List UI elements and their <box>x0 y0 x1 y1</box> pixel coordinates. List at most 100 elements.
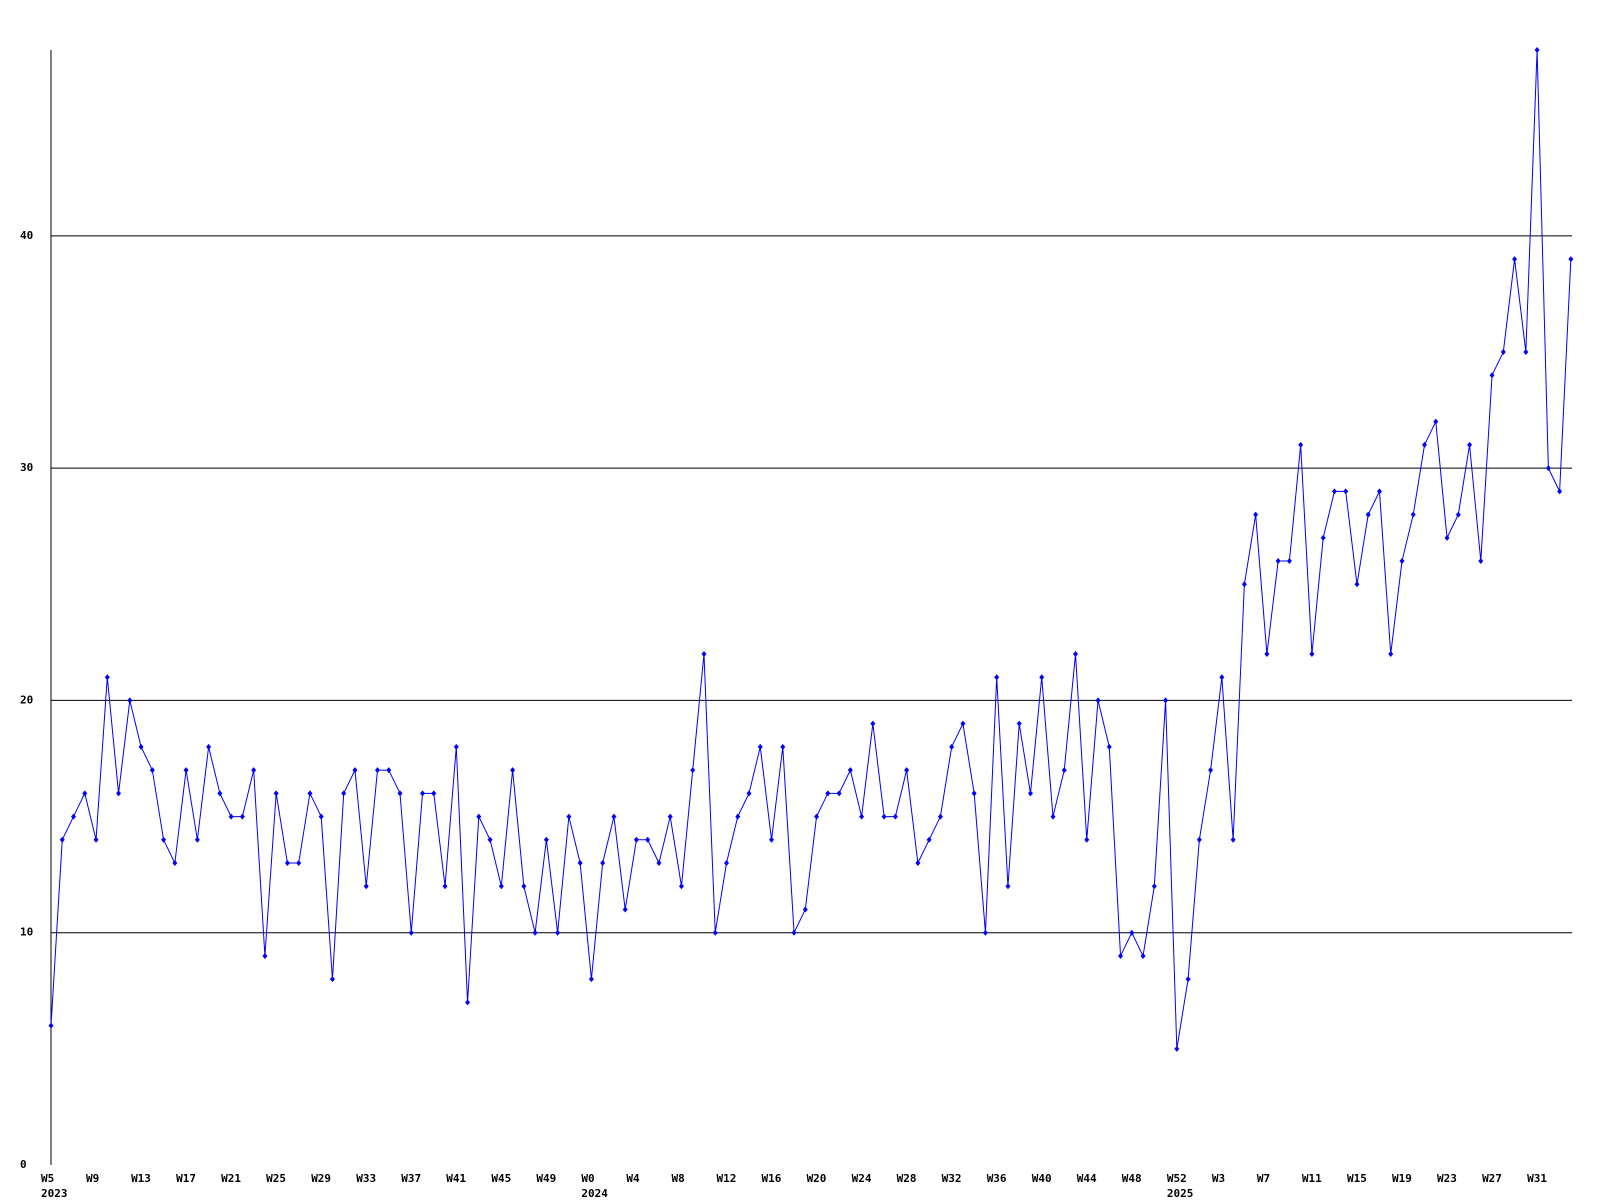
data-point <box>397 790 403 797</box>
data-point <box>1343 488 1349 495</box>
data-point <box>1095 697 1101 704</box>
data-point <box>1354 581 1360 588</box>
data-point <box>352 767 358 774</box>
data-point <box>1545 465 1551 472</box>
x-tick-label: W15 <box>1347 1172 1367 1185</box>
data-point <box>1286 558 1292 565</box>
data-point <box>735 813 741 820</box>
data-point <box>881 813 887 820</box>
data-point <box>656 860 662 867</box>
data-point <box>1455 511 1461 518</box>
data-point <box>1106 743 1112 750</box>
x-tick-label: W20 <box>807 1172 827 1185</box>
data-point <box>1118 952 1124 959</box>
x-group-label: 2023 <box>41 1187 68 1200</box>
data-point <box>1061 767 1067 774</box>
y-tick-label: 0 <box>20 1158 27 1171</box>
data-point <box>476 813 482 820</box>
data-point <box>1140 952 1146 959</box>
data-point <box>994 674 1000 681</box>
x-tick-label: W5 <box>41 1172 54 1185</box>
data-point <box>1073 650 1079 657</box>
x-group-label: 2024 <box>581 1187 608 1200</box>
data-point <box>982 929 988 936</box>
data-point <box>521 883 527 890</box>
data-point <box>161 836 167 843</box>
x-tick-label: W44 <box>1077 1172 1097 1185</box>
data-point <box>1185 976 1191 983</box>
x-tick-label: W32 <box>942 1172 962 1185</box>
data-point <box>498 883 504 890</box>
data-point <box>510 767 516 774</box>
data-point <box>577 860 583 867</box>
data-point <box>600 860 606 867</box>
x-tick-label: W17 <box>176 1172 196 1185</box>
data-point <box>183 767 189 774</box>
data-point <box>1230 836 1236 843</box>
x-tick-label: W40 <box>1032 1172 1052 1185</box>
data-point <box>588 976 594 983</box>
x-tick-label: W23 <box>1437 1172 1457 1185</box>
data-point <box>1219 674 1225 681</box>
data-point <box>1241 581 1247 588</box>
data-point <box>1320 534 1326 541</box>
x-tick-label: W9 <box>86 1172 99 1185</box>
data-point <box>825 790 831 797</box>
data-point <box>1523 348 1529 355</box>
x-tick-label: W21 <box>221 1172 241 1185</box>
data-point <box>431 790 437 797</box>
data-point <box>93 836 99 843</box>
x-tick-label: W29 <box>311 1172 331 1185</box>
data-point <box>1433 418 1439 425</box>
data-point <box>82 790 88 797</box>
data-point <box>251 767 257 774</box>
x-tick-label: W33 <box>356 1172 376 1185</box>
data-point <box>363 883 369 890</box>
data-point <box>645 836 651 843</box>
data-point <box>1534 47 1540 53</box>
data-point <box>847 767 853 774</box>
x-tick-label: W27 <box>1482 1172 1502 1185</box>
data-point <box>194 836 200 843</box>
data-point <box>678 883 684 890</box>
data-point <box>532 929 538 936</box>
x-tick-label: W41 <box>446 1172 466 1185</box>
data-point <box>318 813 324 820</box>
data-point <box>1309 650 1315 657</box>
y-tick-label: 20 <box>20 693 33 706</box>
data-point <box>836 790 842 797</box>
y-tick-label: 40 <box>20 229 33 242</box>
data-point <box>239 813 245 820</box>
data-point <box>802 906 808 913</box>
data-point <box>870 720 876 727</box>
data-point <box>1174 1045 1180 1052</box>
data-point <box>1208 767 1214 774</box>
x-tick-label: W8 <box>671 1172 684 1185</box>
data-point <box>543 836 549 843</box>
data-point <box>116 790 122 797</box>
data-point <box>329 976 335 983</box>
data-point <box>1557 488 1563 495</box>
data-point <box>1151 883 1157 890</box>
data-point <box>1331 488 1337 495</box>
data-line <box>50 49 1572 1049</box>
data-point <box>1016 720 1022 727</box>
data-point <box>228 813 234 820</box>
data-point <box>915 860 921 867</box>
data-point <box>690 767 696 774</box>
data-point <box>487 836 493 843</box>
data-point <box>566 813 572 820</box>
x-tick-label: W48 <box>1122 1172 1142 1185</box>
data-point <box>1005 883 1011 890</box>
x-tick-label: W7 <box>1257 1172 1270 1185</box>
data-point <box>262 952 268 959</box>
data-point <box>1027 790 1033 797</box>
data-point <box>341 790 347 797</box>
data-point <box>757 743 763 750</box>
x-tick-label: W45 <box>491 1172 511 1185</box>
x-tick-label: W0 <box>581 1172 594 1185</box>
data-point <box>746 790 752 797</box>
x-tick-label: W13 <box>131 1172 151 1185</box>
x-tick-label: W12 <box>716 1172 736 1185</box>
